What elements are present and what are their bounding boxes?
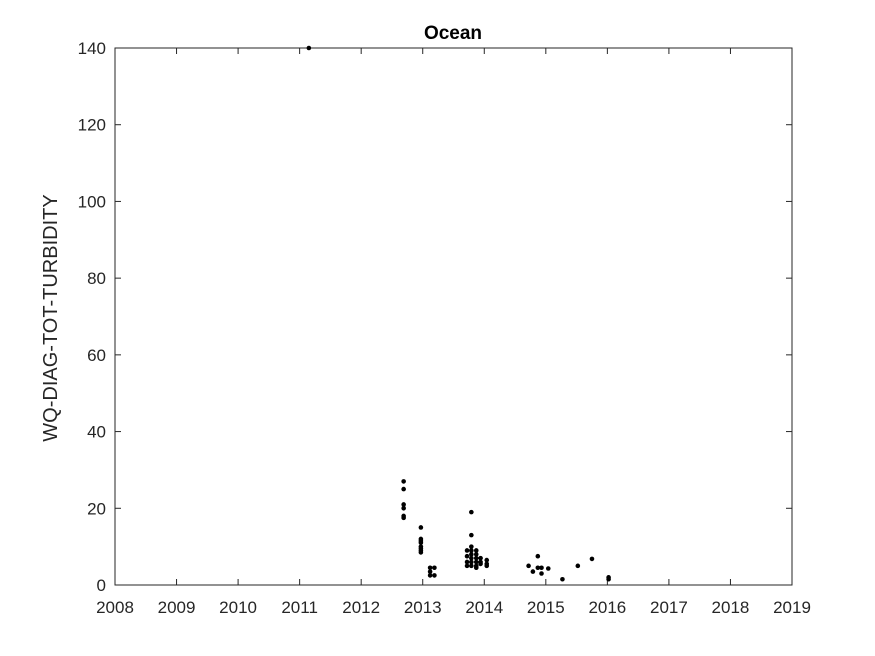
y-tick-label: 80 [87,269,106,288]
y-axis-label: WQ-DIAG-TOT-TURBIDITY [40,194,62,441]
x-tick-label: 2014 [465,598,503,617]
data-point [469,548,474,553]
data-point [418,525,424,530]
x-tick-label: 2012 [342,598,380,617]
data-point [401,502,406,507]
x-tick-label: 2015 [527,598,565,617]
data-point [535,565,541,571]
y-tick-label: 100 [78,192,106,211]
data-point [427,573,433,578]
x-tick-label: 2017 [650,598,688,617]
y-tick-label: 120 [78,116,106,135]
y-tick-label: 20 [87,499,106,518]
data-point [545,566,551,571]
data-point [469,563,474,569]
data-point [427,569,433,574]
data-point [539,571,544,576]
data-point [464,563,470,569]
data-point [306,45,312,51]
data-point [589,556,595,562]
data-point [526,563,531,569]
data-point [401,515,406,521]
x-tick-label: 2008 [96,598,134,617]
data-point [432,573,437,578]
data-point [469,559,474,565]
data-point [469,509,474,515]
x-tick-label: 2009 [158,598,196,617]
data-point [560,576,565,582]
data-point [539,565,544,571]
data-point [606,576,611,582]
y-tick-label: 60 [87,346,106,365]
data-point [473,559,479,565]
chart-title: Ocean [424,23,482,44]
data-point [401,479,406,484]
y-tick-label: 0 [97,576,106,595]
data-point [464,559,470,565]
data-point [484,557,490,563]
data-point [469,532,474,538]
data-point [535,553,541,559]
data-point [473,565,479,571]
data-point [484,563,490,569]
data-point [464,548,470,553]
data-point [469,544,474,549]
y-tick-label: 40 [87,423,106,442]
plot-frame [114,47,793,586]
data-point [401,505,406,511]
data-point [469,555,474,561]
data-point [530,569,536,574]
x-tick-label: 2018 [712,598,750,617]
x-tick-label: 2010 [219,598,257,617]
data-point [432,565,437,571]
data-point [464,553,470,559]
data-point [478,561,483,567]
data-point [473,548,479,553]
x-tick-label: 2013 [404,598,442,617]
data-point [478,555,483,561]
data-point [401,486,406,492]
data-point [473,552,479,557]
data-point [473,555,479,561]
x-tick-label: 2011 [281,598,318,617]
data-point [418,550,424,555]
x-tick-label: 2016 [588,598,626,617]
data-point [469,552,474,557]
data-point [427,565,433,571]
plot-area: 2008 2009 2010 2011 2012 2013 2014 2015 2016 2017… [78,39,811,617]
data-point [418,540,424,546]
y-tick-label: 140 [78,39,106,58]
data-point [575,563,581,569]
x-tick-label: 2019 [773,598,811,617]
